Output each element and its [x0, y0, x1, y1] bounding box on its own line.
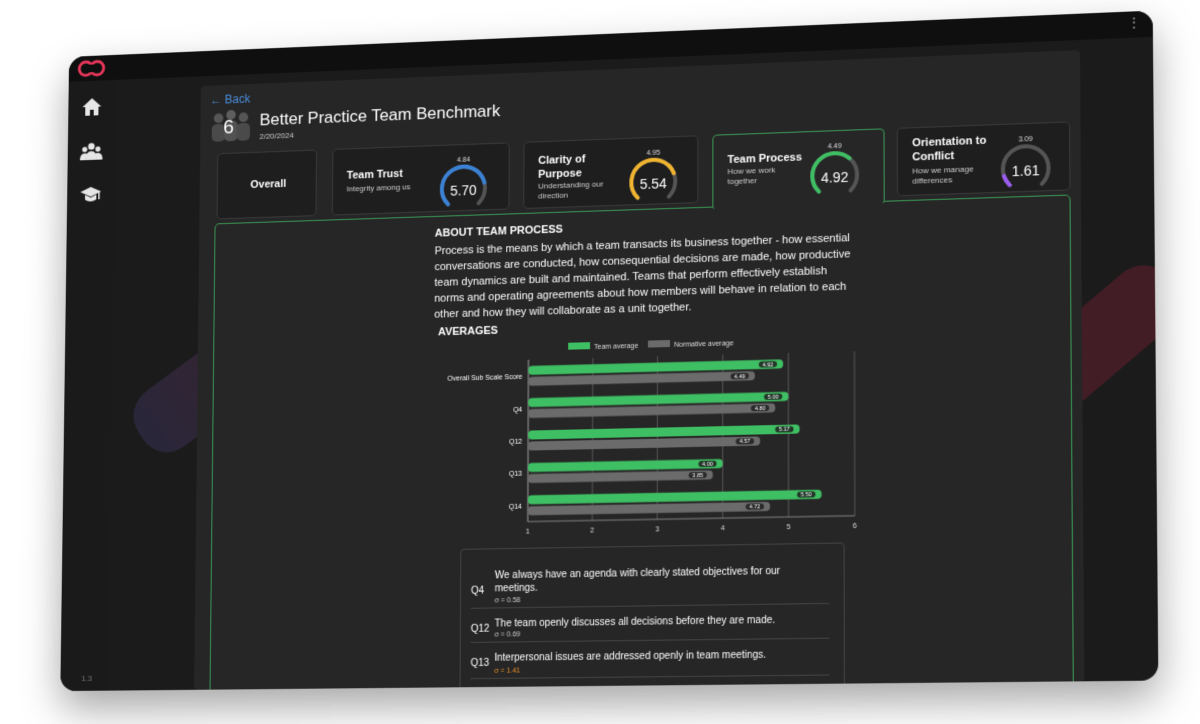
averages-bar-chart: Team average Normative average 1 2 3 4 5 6 Overa…: [433, 323, 865, 544]
tab-subtitle: Understanding our direction: [538, 179, 613, 201]
tab-subtitle: Integrity among us: [347, 182, 425, 195]
score-gauge: 4.95 5.54: [613, 144, 693, 203]
tab-label: Clarity of Purpose: [538, 151, 611, 181]
bar: [528, 424, 800, 439]
x-tick-label: 2: [590, 527, 594, 534]
gauge-score-value: 5.70: [450, 183, 477, 199]
legend-label: Team average: [594, 343, 638, 351]
legend-swatch: [568, 342, 590, 350]
question-sigma: σ = 0.69: [494, 631, 520, 638]
y-category-label: Q14: [509, 503, 522, 510]
score-gauge: 3.09 1.61: [984, 131, 1067, 191]
version-label: 1.3: [81, 674, 92, 683]
score-gauge: 4.84 5.70: [424, 151, 503, 209]
team-avatar: 6: [210, 109, 252, 144]
tab-label: Overall: [250, 177, 286, 192]
chart-legend: Team average Normative average: [568, 338, 734, 351]
tab-subtitle: How we manage differences: [912, 164, 984, 187]
graduation-cap-icon[interactable]: [79, 185, 102, 207]
tab-label: Team Process: [727, 150, 802, 167]
x-tick-label: 3: [655, 526, 659, 533]
team-icon[interactable]: [80, 140, 103, 162]
question-text: We always have an agenda with clearly st…: [495, 564, 807, 595]
y-category-label: Overall Sub Scale Score: [447, 374, 522, 383]
gauge-norm-value: 3.09: [1018, 136, 1032, 144]
x-tick-label: 1: [526, 529, 530, 536]
tab-orientation-to-conflict[interactable]: Orientation to Conflict How we manage di…: [897, 121, 1071, 196]
bar-value-label: 4.72: [749, 504, 760, 510]
question-row: Q12 The team openly discusses all decisi…: [461, 609, 833, 614]
gauge-norm-value: 4.84: [457, 157, 471, 165]
bar: [528, 470, 713, 483]
question-id: Q4: [471, 586, 484, 597]
question-text: The team openly discusses all decisions …: [495, 613, 807, 630]
tab-label: Team Trust: [347, 167, 403, 183]
tab-overall[interactable]: Overall: [217, 150, 317, 220]
y-axis-line: [528, 360, 529, 522]
nav-rail: 1.3: [60, 80, 115, 691]
tab-team-trust[interactable]: Team Trust Integrity among us 4.84 5.70: [332, 142, 510, 215]
y-category-label: Q13: [509, 471, 522, 478]
divider: [471, 603, 829, 609]
bar-value-label: 3.85: [692, 473, 703, 479]
question-sigma: σ = 1.41: [494, 668, 520, 675]
question-sigma: σ = 0.58: [495, 597, 521, 604]
home-icon[interactable]: [80, 96, 103, 118]
bar: [528, 459, 723, 472]
y-category-label: Q12: [509, 439, 522, 446]
page-title: Better Practice Team Benchmark: [260, 101, 501, 130]
tab-team-process[interactable]: Team Process How we work together 4.49 4.…: [712, 128, 884, 210]
question-row: Q4 We always have an agenda with clearly…: [461, 554, 833, 560]
bar: [528, 502, 770, 516]
about-text: Process is the means by which a team tra…: [434, 230, 854, 323]
bar-value-label: 5.50: [801, 492, 812, 498]
app-window: ⋮ 1.3 ← Back: [60, 11, 1158, 692]
more-options-icon[interactable]: ⋮: [1128, 16, 1141, 29]
team-size: 6: [223, 117, 234, 140]
divider: [471, 638, 830, 643]
question-row: Q13 Interpersonal issues are addressed o…: [461, 644, 834, 648]
bar-value-label: 4.49: [734, 374, 745, 380]
gauge-score-value: 4.92: [821, 170, 849, 186]
score-gauge: 4.49 4.92: [794, 138, 875, 197]
app-logo: [76, 58, 108, 79]
bar-value-label: 4.80: [755, 406, 766, 412]
gauge-score-value: 1.61: [1012, 163, 1040, 179]
bar-value-label: 5.00: [768, 395, 779, 401]
bar-value-label: 4.57: [740, 439, 751, 445]
legend-label: Normative average: [674, 340, 734, 349]
legend-swatch: [648, 340, 670, 348]
page-date: 2/20/2024: [259, 131, 293, 141]
tab-clarity-of-purpose[interactable]: Clarity of Purpose Understanding our dir…: [523, 135, 698, 209]
x-tick-label: 6: [853, 523, 857, 530]
back-link[interactable]: ← Back: [210, 92, 250, 107]
x-axis-line: [528, 516, 855, 522]
gauge-norm-value: 4.49: [828, 143, 842, 151]
questions-list: Q4 We always have an agenda with clearly…: [460, 542, 845, 689]
x-tick-label: 4: [721, 525, 725, 532]
bar-value-label: 4.92: [762, 362, 773, 368]
gauge-score-value: 5.54: [640, 176, 668, 192]
x-tick-label: 5: [787, 524, 791, 531]
question-id: Q12: [471, 624, 490, 635]
tab-subtitle: How we work together: [727, 165, 788, 187]
gauge-norm-value: 4.95: [647, 150, 661, 158]
divider: [470, 675, 829, 680]
bar: [528, 490, 822, 505]
gauge-fill: [1004, 176, 1010, 185]
bar-value-label: 5.17: [779, 427, 790, 433]
y-category-label: Q4: [513, 406, 522, 413]
question-text: Interpersonal issues are addressed openl…: [494, 648, 807, 665]
main-content: ← Back 6 Better Practice Team Benchmark …: [194, 50, 1084, 690]
question-id: Q13: [471, 658, 490, 669]
bar-value-label: 4.00: [702, 462, 713, 468]
